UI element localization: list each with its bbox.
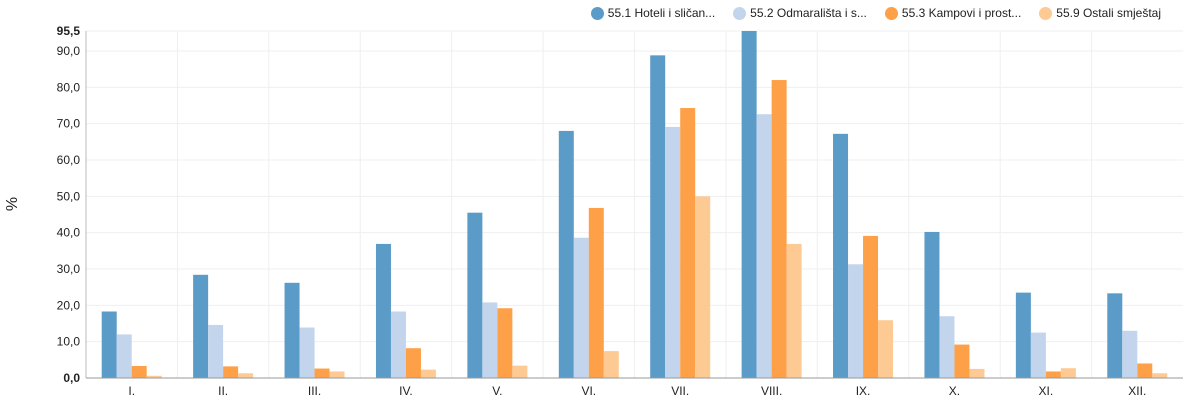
x-tick-label: VIII.: [761, 384, 782, 398]
y-tick-label: 80,0: [57, 80, 81, 94]
x-tick-label: II.: [218, 384, 228, 398]
y-tick-label: 10,0: [57, 335, 81, 349]
bar: [497, 308, 513, 378]
y-tick-label: 50,0: [57, 189, 81, 203]
bar: [208, 324, 224, 378]
bar: [1030, 332, 1046, 378]
y-tick-label: 90,0: [57, 44, 81, 58]
bar: [848, 264, 864, 378]
legend-item[interactable]: 55.2 Odmarališta i s...: [733, 6, 867, 20]
bar: [390, 311, 406, 378]
x-tick-label: XI.: [1039, 384, 1054, 398]
bar: [771, 80, 787, 378]
bar: [314, 368, 330, 378]
bar: [650, 55, 666, 378]
bar: [223, 366, 239, 378]
bar: [1015, 292, 1031, 378]
legend-swatch: [733, 6, 747, 20]
legend-label: 55.1 Hoteli i sličan...: [607, 6, 716, 20]
y-tick-label: 60,0: [57, 153, 81, 167]
bar: [603, 351, 619, 378]
bar: [146, 375, 162, 378]
x-tick-label: IV.: [399, 384, 413, 398]
bar: [695, 196, 711, 378]
legend: 55.1 Hoteli i sličan... 55.2 Odmarališta …: [590, 6, 1161, 20]
bar: [756, 114, 772, 378]
bar: [954, 344, 970, 378]
legend-swatch: [1039, 6, 1053, 20]
x-tick-label: VII.: [671, 384, 689, 398]
bar: [420, 369, 436, 378]
bar: [131, 366, 147, 378]
bar: [573, 237, 589, 378]
bar: [741, 31, 757, 378]
x-tick-label: III.: [308, 384, 321, 398]
x-tick-label: IX.: [856, 384, 871, 398]
legend-swatch: [590, 6, 604, 20]
bar: [238, 373, 254, 378]
x-tick-label: I.: [128, 384, 135, 398]
legend-swatch: [884, 6, 898, 20]
bar: [1060, 368, 1076, 378]
legend-item[interactable]: 55.1 Hoteli i sličan...: [590, 6, 716, 20]
bar: [329, 371, 345, 378]
bar: [1137, 363, 1153, 378]
legend-item[interactable]: 55.9 Ostali smještaj: [1039, 6, 1161, 20]
y-tick-label: 30,0: [57, 262, 81, 276]
x-tick-label: X.: [949, 384, 960, 398]
y-axis-label: %: [4, 196, 22, 212]
bar: [924, 231, 940, 378]
bar: [482, 302, 498, 378]
bar: [101, 311, 117, 378]
bar: [786, 243, 802, 378]
y-tick-label: 70,0: [57, 117, 81, 131]
x-tick-label: V.: [492, 384, 502, 398]
bar: [284, 282, 300, 378]
bar: [588, 207, 604, 378]
legend-item[interactable]: 55.3 Kampovi i prost...: [884, 6, 1022, 20]
bar: [1107, 293, 1123, 378]
legend-label: 55.9 Ostali smještaj: [1056, 6, 1161, 20]
bar: [1152, 373, 1168, 378]
bar: [939, 316, 955, 378]
y-tick-label: 0,0: [63, 371, 80, 385]
x-tick-label: XII.: [1128, 384, 1146, 398]
bar: [375, 243, 391, 378]
bar: [299, 327, 315, 378]
bar: [1045, 371, 1061, 378]
y-tick-label: 95,5: [57, 24, 81, 38]
y-tick-label: 20,0: [57, 298, 81, 312]
bar: [878, 320, 894, 378]
legend-label: 55.3 Kampovi i prost...: [901, 6, 1022, 20]
bar: [969, 368, 985, 378]
bar: [558, 130, 574, 378]
bar: [833, 133, 849, 378]
bar: [512, 365, 528, 378]
bar: [116, 334, 132, 378]
bar: [405, 348, 421, 378]
legend-label: 55.2 Odmarališta i s...: [750, 6, 867, 20]
bar: [193, 274, 209, 378]
bar: [863, 235, 879, 378]
bar: [467, 212, 483, 378]
bar: [1122, 330, 1138, 378]
x-tick-label: VI.: [581, 384, 596, 398]
y-tick-label: 40,0: [57, 226, 81, 240]
bar: [680, 108, 696, 378]
bar: [665, 126, 681, 378]
